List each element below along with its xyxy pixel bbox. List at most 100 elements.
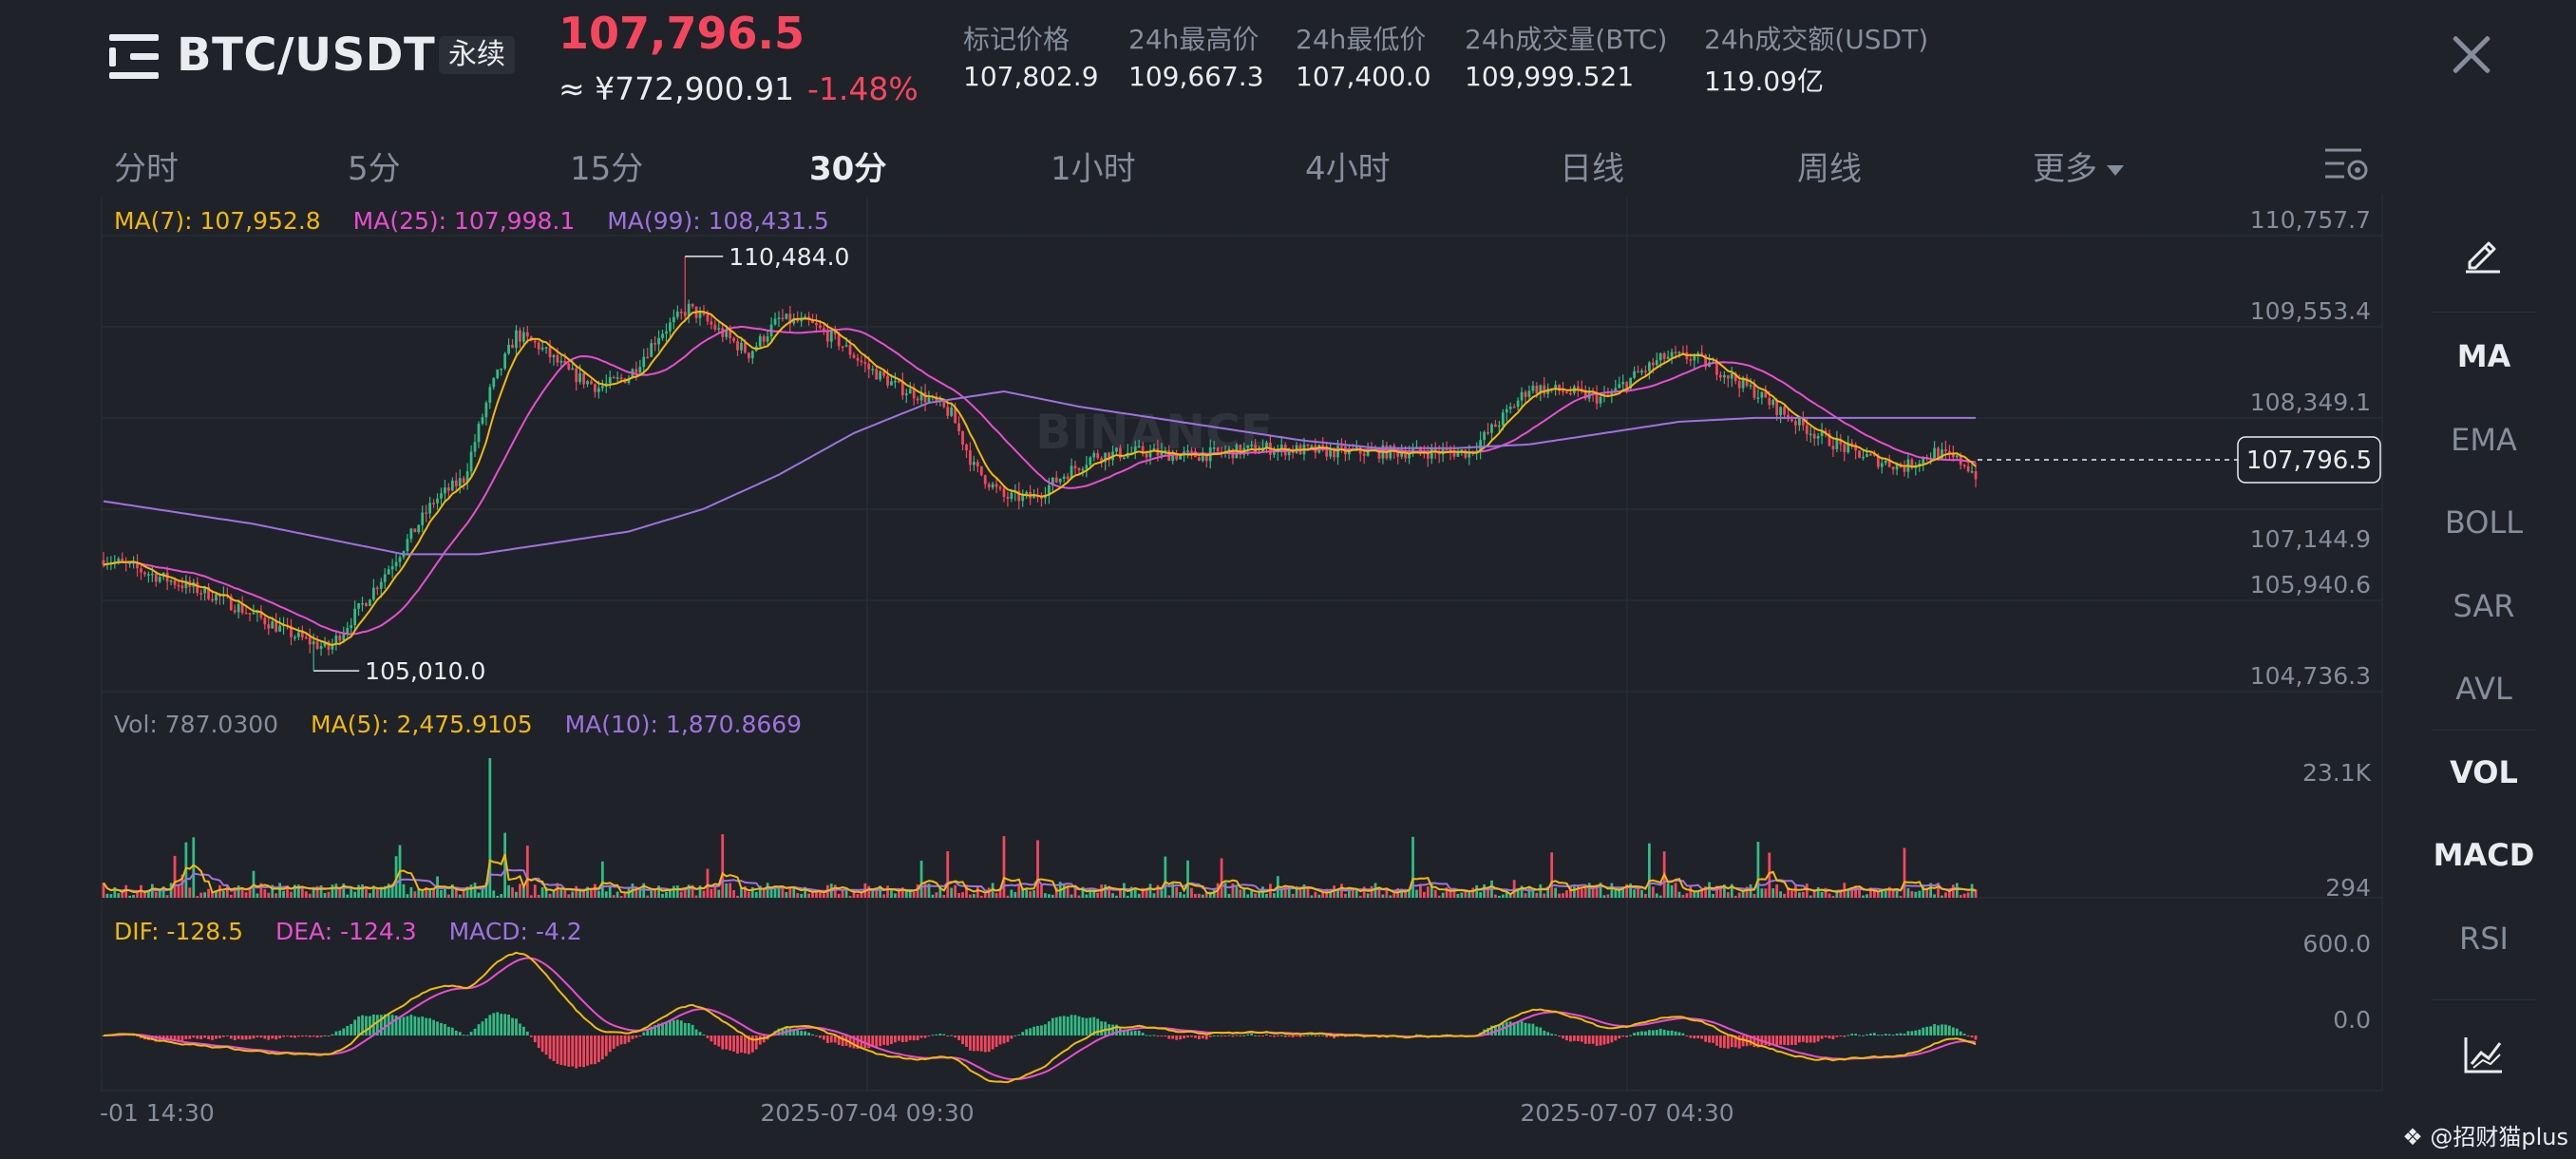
indicator-boll[interactable]: BOLL bbox=[2444, 504, 2524, 541]
volume-bar bbox=[248, 887, 252, 898]
volume-bar bbox=[383, 885, 387, 898]
macd-histogram-bar bbox=[1527, 1023, 1531, 1036]
volume-bar bbox=[334, 884, 338, 898]
macd-histogram-bar bbox=[1602, 1036, 1606, 1045]
volume-bar bbox=[1925, 887, 1929, 898]
macd-histogram-bar bbox=[154, 1036, 158, 1042]
candle-body bbox=[1321, 445, 1325, 446]
candle-body bbox=[1204, 453, 1208, 462]
macd-histogram-bar bbox=[698, 1032, 702, 1036]
candle-body bbox=[1516, 400, 1520, 408]
macd-histogram-bar bbox=[394, 1016, 398, 1036]
time-axis-tick: 2025-07-04 09:30 bbox=[760, 1099, 974, 1127]
macd-histogram-bar bbox=[875, 1036, 879, 1049]
tab-5m[interactable]: 5分 bbox=[348, 150, 401, 188]
volume-bar bbox=[161, 886, 165, 898]
volume-bar bbox=[1291, 893, 1295, 898]
indicator-avl[interactable]: AVL bbox=[2455, 671, 2512, 707]
draw-tool-icon[interactable] bbox=[2462, 232, 2504, 274]
volume-bar bbox=[1644, 893, 1647, 898]
chart-settings-icon[interactable] bbox=[2323, 144, 2369, 182]
macd-histogram-bar bbox=[653, 1025, 657, 1036]
macd-histogram-bar bbox=[1070, 1015, 1073, 1036]
candle-body bbox=[1637, 370, 1639, 373]
volume-bar bbox=[1164, 856, 1167, 898]
tab-15m[interactable]: 15分 bbox=[570, 150, 644, 188]
candle-body bbox=[413, 528, 417, 533]
candle-body bbox=[650, 343, 653, 357]
candle-body bbox=[371, 587, 375, 600]
tab-1d[interactable]: 日线 bbox=[1560, 150, 1624, 188]
macd-histogram-bar bbox=[1291, 1036, 1295, 1037]
candle-body bbox=[312, 641, 315, 645]
candle-body bbox=[203, 586, 207, 594]
volume-bar bbox=[1722, 884, 1726, 898]
volume-bar bbox=[1047, 894, 1051, 898]
tab-4h[interactable]: 4小时 bbox=[1305, 150, 1391, 188]
candle-body bbox=[1310, 445, 1314, 447]
volume-bar bbox=[1115, 895, 1118, 898]
volume-bar bbox=[875, 889, 879, 898]
candle-body bbox=[1764, 391, 1768, 398]
tab-more[interactable]: 更多 bbox=[2033, 142, 2124, 189]
tab-more-label: 更多 bbox=[2033, 150, 2097, 188]
macd-histogram-bar bbox=[1021, 1032, 1025, 1036]
macd-histogram-bar bbox=[1947, 1025, 1951, 1036]
symbol-title[interactable]: BTC/USDT bbox=[177, 28, 436, 82]
indicator-ma[interactable]: MA bbox=[2456, 338, 2511, 374]
candle-body bbox=[1828, 433, 1831, 446]
tab-1w[interactable]: 周线 bbox=[1797, 150, 1862, 188]
candle-body bbox=[1186, 450, 1189, 452]
volume-bar bbox=[180, 874, 184, 898]
volume-bar bbox=[218, 884, 221, 898]
macd-histogram-bar bbox=[1895, 1033, 1899, 1036]
volume-bar bbox=[177, 884, 180, 898]
macd-histogram-bar bbox=[165, 1036, 169, 1041]
macd-histogram-bar bbox=[267, 1036, 271, 1040]
macd-histogram-bar bbox=[1801, 1036, 1805, 1042]
volume-bar bbox=[687, 884, 691, 898]
volume-bar bbox=[661, 893, 664, 898]
volume-bar bbox=[1858, 885, 1861, 898]
candle-body bbox=[758, 335, 762, 347]
menu-icon[interactable] bbox=[109, 34, 159, 80]
candle-body bbox=[1535, 385, 1539, 394]
volume-bar bbox=[275, 893, 278, 898]
volume-bar bbox=[788, 886, 792, 898]
volume-bar bbox=[1314, 891, 1317, 898]
volume-bar bbox=[653, 889, 657, 898]
indicator-ema[interactable]: EMA bbox=[2451, 422, 2517, 458]
candle-body bbox=[559, 360, 563, 363]
candle-body bbox=[717, 328, 721, 330]
candle-body bbox=[1670, 352, 1674, 357]
candle-body bbox=[503, 353, 507, 369]
candle-body bbox=[1047, 484, 1051, 496]
tab-1h[interactable]: 1小时 bbox=[1051, 150, 1136, 188]
macd-histogram-bar bbox=[275, 1036, 278, 1040]
macd-histogram-bar bbox=[1197, 1036, 1201, 1040]
macd-histogram-bar bbox=[500, 1014, 503, 1036]
indicator-sar[interactable]: SAR bbox=[2453, 588, 2515, 624]
macd-histogram-bar bbox=[979, 1036, 983, 1052]
volume-bar bbox=[848, 895, 852, 898]
ma99-line bbox=[103, 390, 1976, 556]
macd-histogram-bar bbox=[1899, 1033, 1903, 1036]
volume-bar bbox=[259, 883, 263, 898]
tab-30m[interactable]: 30分 bbox=[809, 150, 887, 188]
volume-bar bbox=[1212, 889, 1216, 898]
indicator-rsi[interactable]: RSI bbox=[2459, 921, 2509, 957]
tab-time-sharing[interactable]: 分时 bbox=[114, 150, 179, 188]
indicator-vol[interactable]: VOL bbox=[2450, 754, 2518, 790]
macd-axis-tick: 600.0 bbox=[2302, 930, 2371, 958]
candle-body bbox=[263, 618, 267, 625]
macd-histogram-bar bbox=[1089, 1017, 1092, 1036]
macd-histogram-bar bbox=[1133, 1030, 1137, 1036]
indicator-macd[interactable]: MACD bbox=[2433, 837, 2535, 873]
candle-body bbox=[521, 332, 525, 342]
macd-histogram-bar bbox=[829, 1036, 833, 1043]
analysis-chart-icon[interactable] bbox=[2462, 1034, 2504, 1075]
candle-body bbox=[1272, 451, 1276, 455]
macd-histogram-bar bbox=[244, 1036, 248, 1040]
macd-histogram-bar bbox=[744, 1036, 747, 1054]
